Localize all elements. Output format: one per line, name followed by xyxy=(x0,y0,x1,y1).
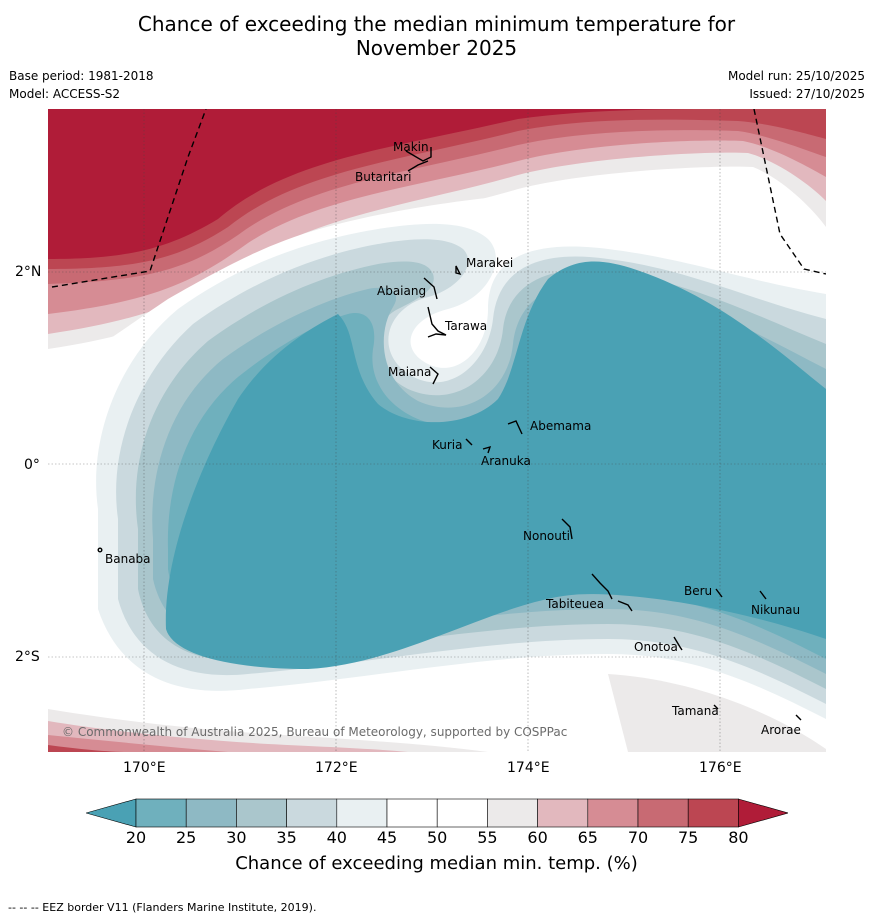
issued-label: Issued: 27/10/2025 xyxy=(749,87,865,101)
island-label-makin: Makin xyxy=(393,140,429,154)
colorbar-tick-25: 25 xyxy=(176,828,197,847)
colorbar-cell-55-60 xyxy=(487,798,538,828)
map-svg: Makin Butaritari Marakei Abaiang Tarawa … xyxy=(48,108,827,753)
eez-footnote: -- -- -- EEZ border V11 (Flanders Marine… xyxy=(8,901,317,914)
probability-map: Makin Butaritari Marakei Abaiang Tarawa … xyxy=(48,108,827,753)
colorbar-tick-60: 60 xyxy=(527,828,548,847)
lon-label-172e: 172°E xyxy=(315,760,358,776)
colorbar-cells xyxy=(86,798,788,828)
colorbar-arrow-high xyxy=(738,798,788,828)
colorbar-tick-30: 30 xyxy=(226,828,247,847)
graticule xyxy=(48,109,826,752)
colorbar-cell-40-45 xyxy=(336,798,388,828)
eez-border xyxy=(51,108,827,288)
island-label-aranuka: Aranuka xyxy=(481,454,531,468)
lon-label-174e: 174°E xyxy=(507,760,550,776)
colorbar-title: Chance of exceeding median min. temp. (%… xyxy=(235,853,638,874)
colorbar-tick-75: 75 xyxy=(678,828,699,847)
title-line-2: November 2025 xyxy=(355,36,518,60)
colorbar-cell-30-35 xyxy=(236,798,287,828)
colorbar-tick-50: 50 xyxy=(427,828,448,847)
island-label-maiana: Maiana xyxy=(388,365,431,379)
colorbar-cell-70-75 xyxy=(637,798,689,828)
island-label-tabiteuea: Tabiteuea xyxy=(545,597,604,611)
island-label-abemama: Abemama xyxy=(530,419,591,433)
colorbar-tick-35: 35 xyxy=(276,828,297,847)
island-label-kuria: Kuria xyxy=(432,438,463,452)
base-period-label: Base period: 1981-2018 xyxy=(9,69,154,83)
colorbar-cell-75-80 xyxy=(687,798,739,828)
colorbar-tick-65: 65 xyxy=(577,828,598,847)
colorbar-cell-20-25 xyxy=(135,798,187,828)
colorbar-tick-80: 80 xyxy=(728,828,749,847)
colorbar-cell-50-55 xyxy=(436,798,488,828)
lon-label-176e: 176°E xyxy=(699,760,742,776)
island-label-beru: Beru xyxy=(684,584,712,598)
island-label-nonouti: Nonouti xyxy=(523,529,570,543)
lon-label-170e: 170°E xyxy=(123,760,166,776)
model-run-label: Model run: 25/10/2025 xyxy=(727,69,865,83)
band-55-south xyxy=(608,674,826,752)
lat-label-2s: 2°S xyxy=(15,649,40,665)
title-line-1: Chance of exceeding the median minimum t… xyxy=(137,12,736,36)
colorbar-cell-60-65 xyxy=(537,798,589,828)
map-title: Chance of exceeding the median minimum t… xyxy=(0,12,873,60)
colorbar-cell-65-70 xyxy=(587,798,639,828)
island-label-tarawa: Tarawa xyxy=(444,319,487,333)
colorbar-cell-25-30 xyxy=(185,798,237,828)
colorbar-arrow-low xyxy=(86,798,137,828)
island-label-abaiang: Abaiang xyxy=(377,284,426,298)
model-label: Model: ACCESS-S2 xyxy=(9,87,121,101)
island-label-nikunau: Nikunau xyxy=(751,603,800,617)
island-label-arorae: Arorae xyxy=(761,723,801,737)
lat-label-2n: 2°N xyxy=(15,264,42,280)
island-label-marakei: Marakei xyxy=(466,256,513,270)
island-label-onotoa: Onotoa xyxy=(634,640,678,654)
island-label-banaba: Banaba xyxy=(105,552,151,566)
band-below-20 xyxy=(165,261,826,669)
band-75-sw xyxy=(48,745,128,752)
island-outlines xyxy=(97,147,802,721)
colorbar-tick-40: 40 xyxy=(326,828,347,847)
lat-label-0: 0° xyxy=(24,457,40,473)
colorbar xyxy=(86,798,788,828)
colorbar-tick-45: 45 xyxy=(376,828,398,847)
island-label-tamana: Tamana xyxy=(671,704,719,718)
colorbar-cell-35-40 xyxy=(286,798,338,828)
island-label-butaritari: Butaritari xyxy=(355,170,412,184)
colorbar-tick-20: 20 xyxy=(125,828,147,847)
colorbar-tick-70: 70 xyxy=(627,828,649,847)
copyright-text: © Commonwealth of Australia 2025, Bureau… xyxy=(62,725,567,739)
band-65-sw xyxy=(48,735,228,752)
colorbar-cell-45-50 xyxy=(386,798,438,828)
colorbar-tick-55: 55 xyxy=(477,828,498,847)
